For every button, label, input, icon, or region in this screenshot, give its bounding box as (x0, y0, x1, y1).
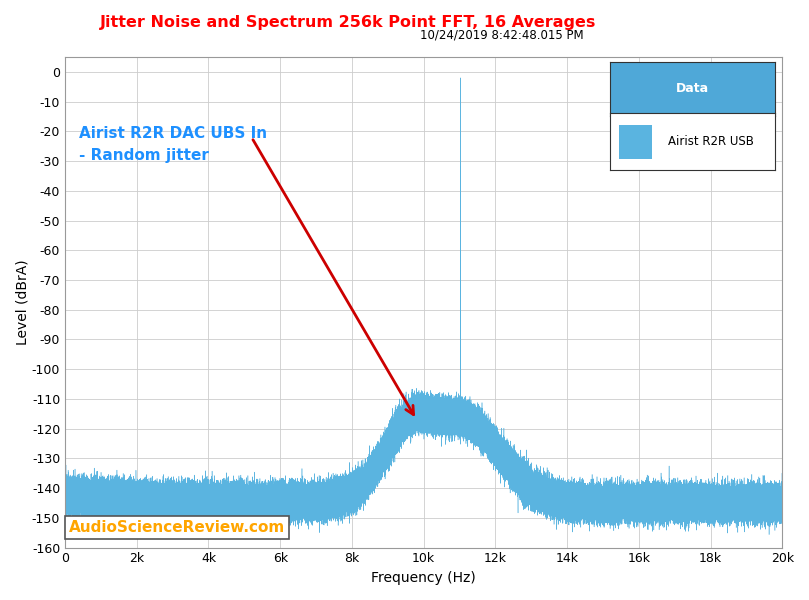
Text: Jitter Noise and Spectrum 256k Point FFT, 16 Averages: Jitter Noise and Spectrum 256k Point FFT… (100, 15, 596, 30)
Text: AudioScienceReview.com: AudioScienceReview.com (69, 520, 285, 535)
X-axis label: Frequency (Hz): Frequency (Hz) (371, 571, 477, 585)
Text: 10/24/2019 8:42:48.015 PM: 10/24/2019 8:42:48.015 PM (420, 29, 583, 42)
Text: Airist R2R DAC UBS In
- Random jitter: Airist R2R DAC UBS In - Random jitter (79, 125, 268, 163)
Text: Aр: Aр (744, 69, 765, 83)
Y-axis label: Level (dBrA): Level (dBrA) (15, 259, 29, 345)
